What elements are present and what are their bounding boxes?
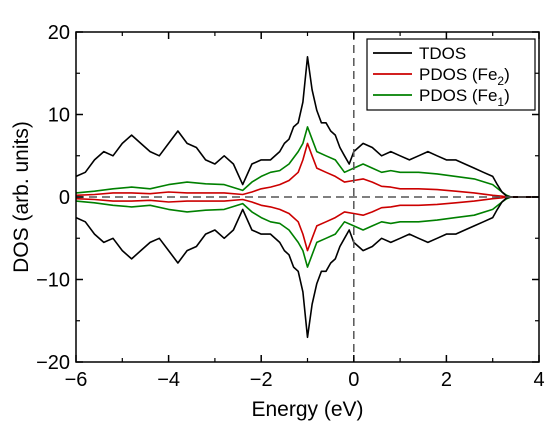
legend-subscript: 2 — [497, 74, 504, 88]
x-tick-label: −6 — [65, 369, 88, 391]
series-pdos-fe1-spin-down — [75, 196, 539, 268]
x-tick-label: −2 — [250, 369, 273, 391]
axis-ticks — [75, 31, 540, 363]
legend-label: PDOS (Fe — [419, 86, 497, 105]
legend-entry: TDOS — [419, 44, 466, 63]
legend-entry: PDOS (Fe1) — [419, 86, 510, 109]
legend-label: TDOS — [419, 44, 466, 63]
series-pdos-fe1-spin-up — [75, 126, 539, 198]
legend-label: PDOS (Fe — [419, 65, 497, 84]
legend-subscript: 1 — [497, 95, 504, 109]
series-tdos-spin-up — [75, 55, 539, 198]
legend-tail: ) — [504, 86, 510, 105]
y-tick-label: 20 — [48, 22, 70, 44]
series-pdos-fe2-spin-up — [75, 142, 539, 198]
legend-entry: PDOS (Fe2) — [419, 65, 510, 88]
y-tick-label: 0 — [59, 187, 70, 209]
x-tick-label: 0 — [348, 369, 359, 391]
x-tick-label: 2 — [441, 369, 452, 391]
y-tick-label: 10 — [48, 105, 70, 127]
y-axis-label: DOS (arb. units) — [10, 121, 33, 273]
series-tdos-spin-down — [75, 196, 539, 339]
legend-tail: ) — [504, 65, 510, 84]
x-tick-label: 4 — [533, 369, 544, 391]
x-axis-label: Energy (eV) — [251, 398, 363, 421]
series-pdos-fe2-spin-down — [75, 196, 539, 252]
y-tick-label: −10 — [36, 270, 70, 292]
x-tick-label: −4 — [157, 369, 180, 391]
plot-area — [75, 55, 539, 339]
y-tick-label: −20 — [36, 352, 70, 374]
